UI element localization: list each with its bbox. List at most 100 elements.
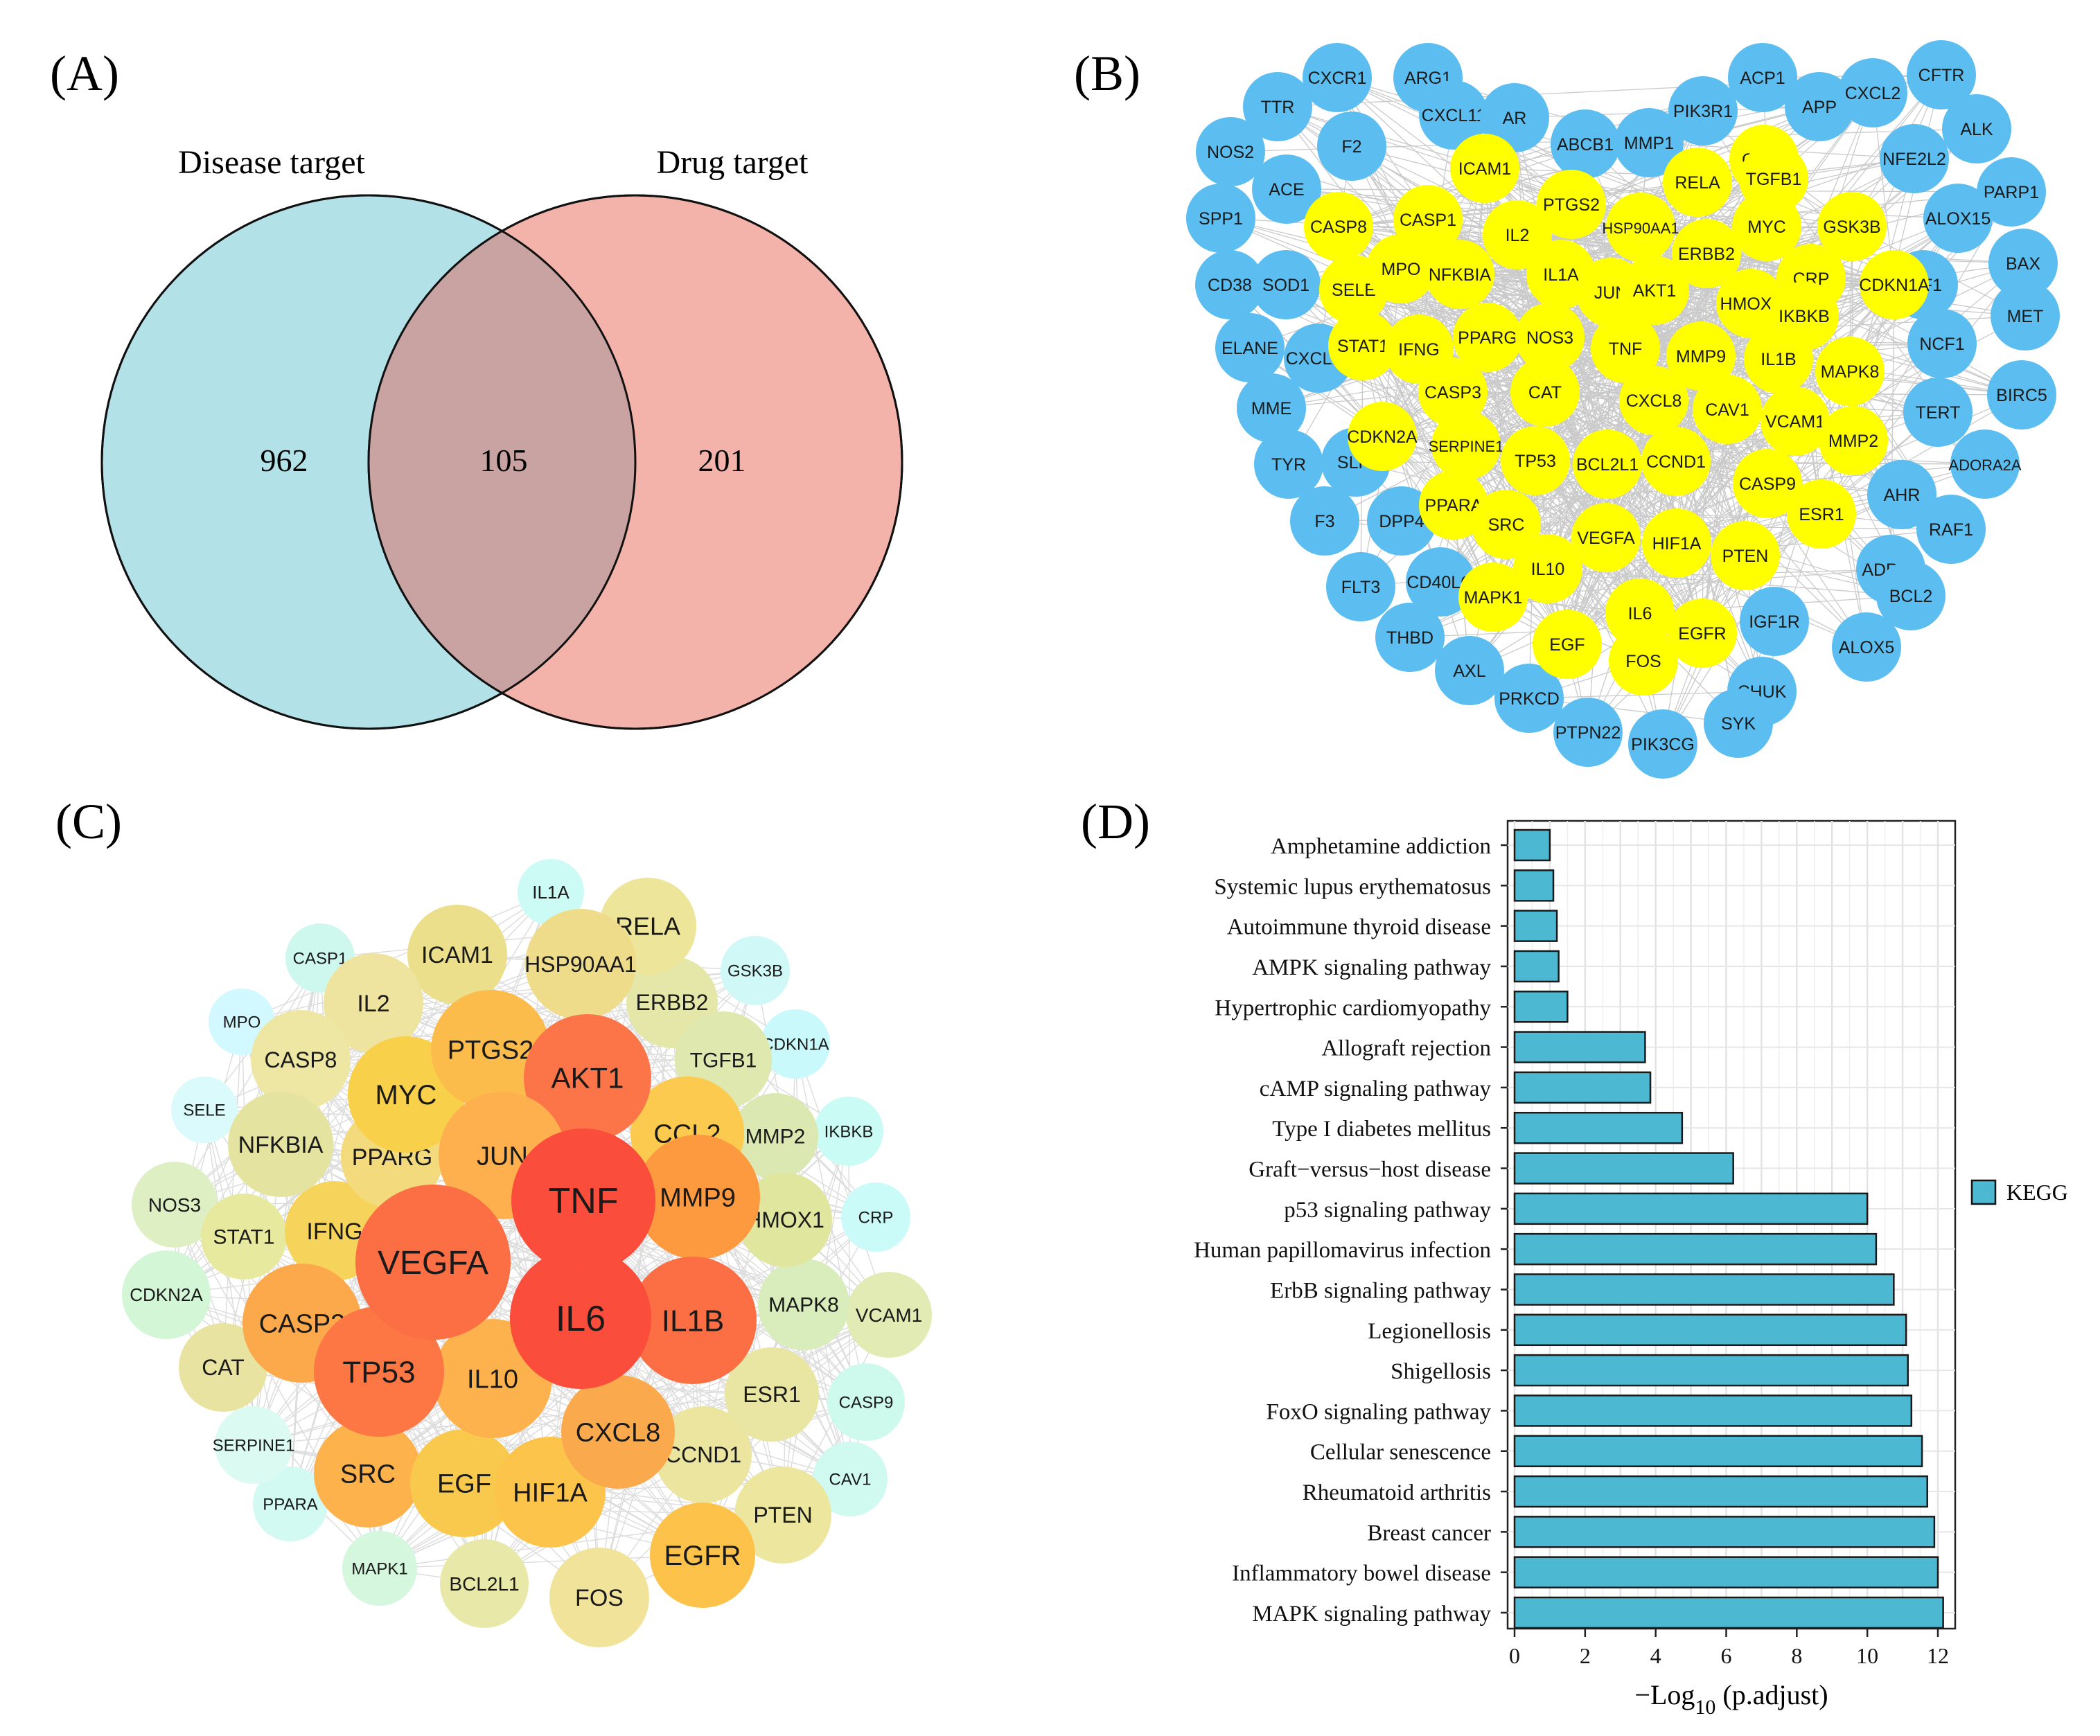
- kegg-bar-hypertrophic-cardiomyopathy: [1513, 991, 1569, 1023]
- network-b-node-ttr: TTR: [1243, 72, 1312, 141]
- network-b-node-label: TGFB1: [1746, 170, 1802, 189]
- network-c-node-icam1: ICAM1: [407, 905, 507, 1004]
- network-b-node-circle: [1435, 636, 1504, 705]
- network-b-node-circle: [1186, 184, 1255, 253]
- network-b-node-label: CXCL2: [1845, 84, 1901, 103]
- network-b-node-label: MME: [1251, 399, 1291, 418]
- kegg-category-label: Type I diabetes mellitus: [1272, 1117, 1491, 1142]
- network-b-node-circle: [1761, 387, 1830, 456]
- network-b-node-circle: [1923, 184, 1993, 253]
- network-b-node-circle: [1419, 470, 1488, 540]
- network-b-node-adora2a: ADORA2A: [1948, 429, 2022, 499]
- network-b-node-circle: [1614, 108, 1684, 177]
- network-b-node-label: BAX: [2006, 254, 2040, 274]
- kegg-category-label: AMPK signaling pathway: [1252, 955, 1491, 980]
- network-c-node-label: HMOX1: [745, 1207, 824, 1232]
- network-c-node-bcl2l1: BCL2L1: [440, 1539, 529, 1628]
- network-c-node-circle: [355, 1185, 511, 1340]
- kegg-category-labels: Amphetamine addiction Systemic lupus eryt…: [1194, 834, 1508, 1627]
- network-c-node-tp53: TP53: [314, 1307, 444, 1437]
- network-b-node-circle: [1728, 43, 1797, 112]
- network-b-node-flt3: FLT3: [1326, 552, 1395, 621]
- network-b-node-cdkn1a: CDKN1A: [1859, 250, 1930, 319]
- network-b-node-label: SYK: [1721, 714, 1756, 734]
- network-b-node-label: BIRC5: [1996, 386, 2047, 405]
- network-b-node-label: PRKCD: [1499, 689, 1560, 709]
- network-c-node-circle: [431, 990, 550, 1109]
- network-c-node-circle: [132, 1162, 218, 1248]
- network-b-node-gsk3b: GSK3B: [1817, 192, 1887, 261]
- network-c-node-stat1: STAT1: [201, 1194, 287, 1279]
- network-c-node-label: CAT: [202, 1355, 245, 1380]
- network-c-node-label: CRP: [858, 1208, 894, 1227]
- network-b-node-circle: [1988, 229, 2058, 298]
- network-c-node-circle: [342, 1531, 417, 1606]
- network-c-node-circle: [761, 1009, 830, 1079]
- kegg-bar-systemic-lupus-erythematosus: [1513, 869, 1555, 902]
- network-c-node-label: CASP1: [293, 949, 348, 968]
- network-b-node-label: PIK3CG: [1631, 735, 1695, 754]
- network-b-node-label: FLT3: [1341, 578, 1381, 597]
- network-b-node-circle: [1907, 40, 1976, 109]
- network-c-node-label: MAPK8: [768, 1294, 839, 1317]
- network-c-node-mmp9: MMP9: [635, 1135, 760, 1259]
- network-b-node-label: CAT: [1528, 383, 1562, 402]
- network-b-node-f2: F2: [1317, 112, 1386, 181]
- network-c-node-label: MMP9: [660, 1183, 736, 1212]
- network-b-node-label: AR: [1503, 109, 1527, 128]
- network-b-node-label: TP53: [1515, 452, 1556, 471]
- network-b-node-cxcl11: CXCL11: [1419, 80, 1488, 150]
- network-b-node-label: NFKBIA: [1429, 265, 1492, 285]
- network-b-node-circle: [1215, 313, 1285, 382]
- network-b-node-casp9: CASP9: [1733, 449, 1802, 518]
- network-b-node-circle: [1472, 490, 1541, 559]
- network-b-node-circle: [1537, 170, 1606, 239]
- network-b-node-circle: [1693, 375, 1762, 444]
- network-c-node-label: SRC: [340, 1460, 396, 1489]
- network-b-node-label: NCF1: [1919, 335, 1964, 354]
- network-b-node-circle: [1609, 626, 1678, 696]
- network-c-node-label: VCAM1: [856, 1304, 922, 1326]
- network-b-node-circle: [1942, 94, 2011, 163]
- network-b-node-mapk1: MAPK1: [1458, 563, 1528, 632]
- network-b-node-alk: ALK: [1942, 94, 2011, 163]
- network-b-node-label: CDKN1A: [1859, 276, 1930, 295]
- network-c-node-vegfa: VEGFA: [355, 1185, 511, 1340]
- network-c-node-label: CASP8: [265, 1047, 337, 1072]
- network-b-node-il10: IL10: [1513, 534, 1582, 603]
- kegg-category-label: Legionellosis: [1368, 1319, 1491, 1344]
- network-b-node-label: CXCL8: [1626, 391, 1682, 411]
- network-b-node-circle: [1950, 429, 2020, 499]
- network-c-node-label: CDKN2A: [130, 1284, 203, 1305]
- network-b-node-serpine1: SERPINE1: [1429, 411, 1503, 480]
- network-b-node-label: SPP1: [1199, 209, 1243, 229]
- network-b-node-circle: [1832, 612, 1901, 682]
- venn-disease-outline: [100, 194, 637, 730]
- network-b-node-label: APP: [1802, 98, 1837, 117]
- network-b-node-circle: [1290, 486, 1359, 556]
- network-b-node-label: CASP9: [1739, 475, 1796, 494]
- network-b-node-circle: [1916, 495, 1986, 564]
- network-c-node-label: GSK3B: [727, 962, 783, 980]
- network-b-node-label: ELANE: [1221, 339, 1278, 358]
- network-b-node-circle: [1494, 664, 1564, 733]
- kegg-category-label: Systemic lupus erythematosus: [1214, 874, 1491, 899]
- network-c-node-fos: FOS: [549, 1548, 649, 1647]
- kegg-x-axis-title: −Log10 (p.adjust): [1634, 1679, 1828, 1719]
- network-b-node-egf: EGF: [1533, 610, 1602, 679]
- network-b-node-mme: MME: [1237, 373, 1306, 443]
- kegg-bar-breast-cancer: [1513, 1516, 1936, 1548]
- network-b-node-label: AHR: [1884, 486, 1921, 505]
- network-b-node-pten: PTEN: [1711, 521, 1780, 590]
- network-b-node-circle: [1641, 427, 1711, 496]
- network-b-node-nos3: NOS3: [1515, 303, 1585, 372]
- network-b-node-acp1: ACP1: [1728, 43, 1797, 112]
- network-c-node-label: MAPK1: [351, 1559, 407, 1578]
- kegg-category-label: Cellular senescence: [1310, 1440, 1491, 1465]
- network-b-node-igf1r: IGF1R: [1740, 587, 1809, 656]
- kegg-category-label: MAPK signaling pathway: [1252, 1602, 1491, 1627]
- panel-d: (D) Amphetamine addiction Systemic lupus …: [1081, 794, 2068, 1719]
- network-b-node-label: ADORA2A: [1948, 457, 2021, 474]
- kegg-bar-mapk-signaling-pathway: [1513, 1596, 1944, 1629]
